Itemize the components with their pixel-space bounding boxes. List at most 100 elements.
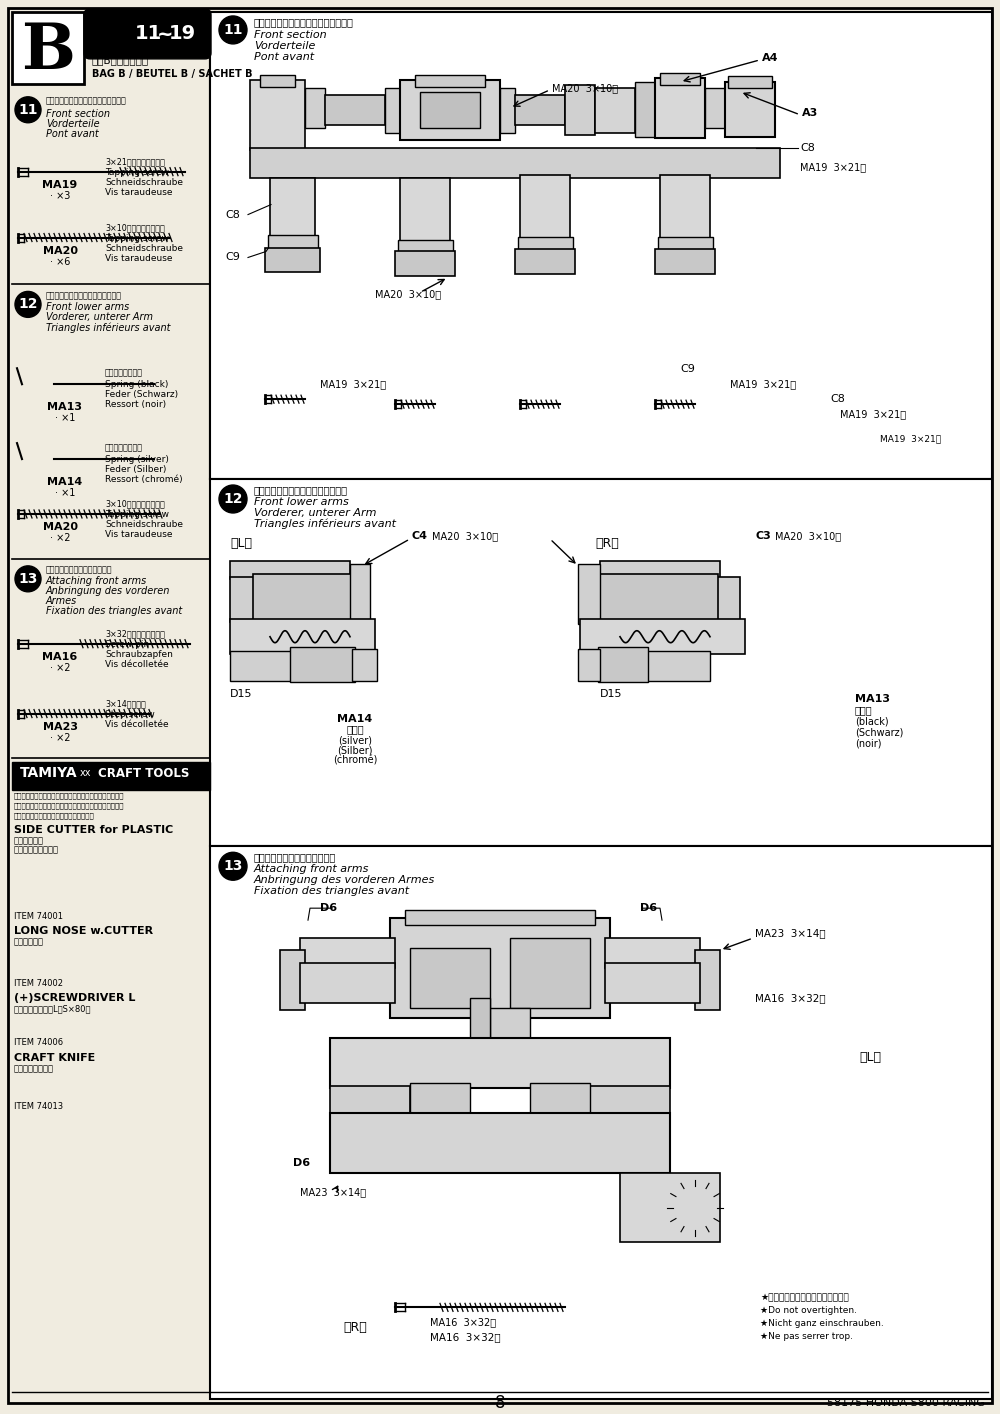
FancyBboxPatch shape <box>605 937 700 969</box>
Circle shape <box>15 291 41 317</box>
FancyBboxPatch shape <box>605 963 700 1003</box>
Text: Ressort (chromé): Ressort (chromé) <box>105 475 183 484</box>
Text: C8: C8 <box>225 209 240 219</box>
Text: 11: 11 <box>18 103 38 117</box>
Text: D6: D6 <box>320 904 337 913</box>
Text: Schneidschraube: Schneidschraube <box>105 178 183 187</box>
Text: ITEM 74006: ITEM 74006 <box>14 1038 63 1048</box>
FancyBboxPatch shape <box>420 92 480 127</box>
Text: （黒）: （黒） <box>855 706 873 715</box>
Text: Front section: Front section <box>46 109 110 119</box>
FancyBboxPatch shape <box>290 646 355 682</box>
Text: Pont avant: Pont avant <box>46 129 99 139</box>
FancyBboxPatch shape <box>470 998 490 1038</box>
Text: MA16  3×32㎜: MA16 3×32㎜ <box>755 993 826 1003</box>
FancyBboxPatch shape <box>390 918 610 1018</box>
FancyBboxPatch shape <box>352 649 377 680</box>
Text: MA19  3×21㎜: MA19 3×21㎜ <box>320 379 386 389</box>
Text: Spring (silver): Spring (silver) <box>105 454 169 464</box>
Text: · ×3: · ×3 <box>50 191 70 201</box>
Text: MA20  3×10㎜: MA20 3×10㎜ <box>432 530 498 542</box>
FancyBboxPatch shape <box>210 847 992 1400</box>
Text: (black): (black) <box>855 717 889 727</box>
Text: · ×2: · ×2 <box>50 732 70 742</box>
Text: (Silber): (Silber) <box>337 745 373 755</box>
Text: MA19  3×21㎜: MA19 3×21㎜ <box>730 379 796 389</box>
Text: （銀）: （銀） <box>346 724 364 734</box>
Text: 加工工具は仕事をすばらしくするためのものです。本格的: 加工工具は仕事をすばらしくするためのものです。本格的 <box>14 792 124 799</box>
Text: 3×10㎜タッピングビス: 3×10㎜タッピングビス <box>105 223 165 232</box>
Text: · ×1: · ×1 <box>55 413 75 423</box>
Polygon shape <box>14 960 170 970</box>
Text: ラジオペンチ: ラジオペンチ <box>14 937 44 946</box>
Text: MA19  3×21㎜: MA19 3×21㎜ <box>800 163 866 173</box>
FancyBboxPatch shape <box>400 178 450 243</box>
Text: MA13: MA13 <box>855 694 890 704</box>
Text: B: B <box>21 21 75 82</box>
Text: Vis taraudeuse: Vis taraudeuse <box>105 530 173 539</box>
Text: プラスドライバーL（S×80）: プラスドライバーL（S×80） <box>14 1004 92 1014</box>
Text: Pont avant: Pont avant <box>254 52 314 62</box>
FancyBboxPatch shape <box>84 8 211 59</box>
FancyBboxPatch shape <box>728 76 772 88</box>
Text: 〈R〉: 〈R〉 <box>595 537 619 550</box>
Circle shape <box>219 16 247 44</box>
FancyBboxPatch shape <box>520 175 570 239</box>
Circle shape <box>15 566 41 592</box>
Text: BAG B / BEUTEL B / SACHET B: BAG B / BEUTEL B / SACHET B <box>92 69 252 79</box>
Text: 11: 11 <box>134 24 162 44</box>
Text: Vis taraudeuse: Vis taraudeuse <box>105 255 173 263</box>
FancyBboxPatch shape <box>590 1086 670 1116</box>
FancyBboxPatch shape <box>725 82 775 137</box>
Circle shape <box>15 96 41 123</box>
Text: 3×21㎜タッピングビス: 3×21㎜タッピングビス <box>105 157 165 167</box>
Text: MA13: MA13 <box>48 402 82 411</box>
FancyBboxPatch shape <box>490 1008 530 1038</box>
Text: 11: 11 <box>223 23 243 37</box>
Text: Ressort (noir): Ressort (noir) <box>105 400 166 409</box>
Text: ITEM 74013: ITEM 74013 <box>14 1103 63 1111</box>
FancyBboxPatch shape <box>230 577 255 622</box>
Text: CRAFT TOOLS: CRAFT TOOLS <box>98 766 189 781</box>
FancyBboxPatch shape <box>300 937 395 969</box>
Circle shape <box>219 853 247 881</box>
Text: C9: C9 <box>225 253 240 263</box>
Text: 12: 12 <box>223 492 243 506</box>
Text: MA14: MA14 <box>337 714 373 724</box>
Text: 3×14㎜段ビス: 3×14㎜段ビス <box>105 699 146 708</box>
FancyBboxPatch shape <box>510 937 590 1008</box>
Text: Vorderer, unterer Arm: Vorderer, unterer Arm <box>46 312 153 322</box>
Text: MA14: MA14 <box>47 477 83 486</box>
Text: CRAFT KNIFE: CRAFT KNIFE <box>14 1053 95 1063</box>
Text: SIDE CUTTER for PLASTIC: SIDE CUTTER for PLASTIC <box>14 826 173 836</box>
Text: MA23: MA23 <box>42 721 78 731</box>
Text: MA20  3×10㎜: MA20 3×10㎜ <box>375 290 441 300</box>
FancyBboxPatch shape <box>395 252 455 277</box>
Text: Fixation des triangles avant: Fixation des triangles avant <box>254 887 409 896</box>
Text: 〈フロントロアアームのくみたて〉: 〈フロントロアアームのくみたて〉 <box>46 291 122 300</box>
Text: D6: D6 <box>640 904 657 913</box>
FancyBboxPatch shape <box>230 650 295 680</box>
FancyBboxPatch shape <box>230 619 375 653</box>
FancyBboxPatch shape <box>405 911 595 925</box>
Text: （L）: （L） <box>859 1052 881 1065</box>
Text: 3×32㎜スクリュービン: 3×32㎜スクリュービン <box>105 629 165 638</box>
FancyBboxPatch shape <box>580 619 745 653</box>
Text: ITEM 74002: ITEM 74002 <box>14 978 63 987</box>
FancyBboxPatch shape <box>250 147 780 178</box>
Text: ★Nicht ganz einschrauben.: ★Nicht ganz einschrauben. <box>760 1319 884 1328</box>
Text: C8: C8 <box>830 395 845 404</box>
Text: A4: A4 <box>762 52 778 62</box>
FancyBboxPatch shape <box>530 1083 590 1117</box>
FancyBboxPatch shape <box>330 1086 410 1116</box>
Polygon shape <box>14 956 170 969</box>
FancyBboxPatch shape <box>515 95 565 124</box>
Text: 13: 13 <box>223 860 243 874</box>
Text: Fixation des triangles avant: Fixation des triangles avant <box>46 605 182 615</box>
Circle shape <box>219 485 247 513</box>
Text: (silver): (silver) <box>338 735 372 745</box>
FancyBboxPatch shape <box>385 88 400 133</box>
Text: 〈フロントバルクヘッドのくみたて〉: 〈フロントバルクヘッドのくみたて〉 <box>46 96 127 105</box>
Text: MA20  3×10㎜: MA20 3×10㎜ <box>775 530 841 542</box>
FancyBboxPatch shape <box>410 1083 470 1117</box>
